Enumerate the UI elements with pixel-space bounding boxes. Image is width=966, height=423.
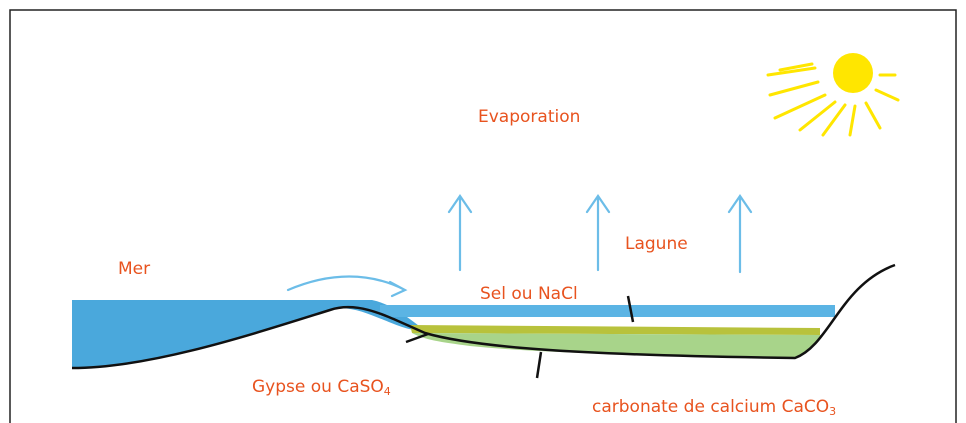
gypsum-subscript: 4: [384, 385, 391, 398]
sea-label: Mer: [118, 259, 150, 279]
lagoon-label: Lagune: [625, 234, 688, 254]
evaporation-label: Evaporation: [478, 107, 580, 127]
gypsum-text: Gypse ou CaSO: [252, 377, 384, 397]
salt-label: Sel ou NaCl: [480, 284, 578, 304]
carbonate-subscript: 3: [829, 405, 836, 418]
gypsum-label: Gypse ou CaSO4: [252, 377, 391, 398]
carbonate-label: carbonate de calcium CaCO3: [592, 397, 836, 418]
frame: [10, 10, 956, 423]
lagoon-water: [380, 305, 835, 317]
page: Evaporation Mer Lagune Sel ou NaCl Gypse…: [0, 0, 966, 423]
diagram: Evaporation Mer Lagune Sel ou NaCl Gypse…: [0, 0, 966, 423]
carbonate-text: carbonate de calcium CaCO: [592, 397, 829, 417]
